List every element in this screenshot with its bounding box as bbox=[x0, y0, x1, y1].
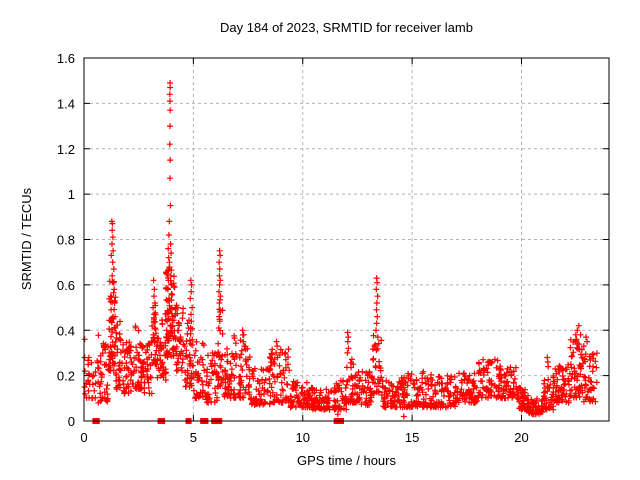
x-tick-label: 15 bbox=[405, 430, 419, 445]
x-tick-label: 0 bbox=[80, 430, 87, 445]
tick-marks bbox=[83, 57, 609, 422]
chart-title: Day 184 of 2023, SRMTID for receiver lam… bbox=[220, 20, 473, 35]
grid-lines bbox=[84, 58, 609, 421]
x-axis-label: GPS time / hours bbox=[297, 453, 396, 468]
y-tick-label: 0 bbox=[68, 414, 75, 429]
y-tick-label: 0.4 bbox=[57, 323, 75, 338]
y-tick-label: 0.6 bbox=[57, 278, 75, 293]
y-tick-label: 1.6 bbox=[57, 51, 75, 66]
y-tick-label: 1.2 bbox=[57, 142, 75, 157]
y-tick-label: 1 bbox=[68, 187, 75, 202]
y-axis-label: SRMTID / TECUs bbox=[19, 187, 34, 291]
x-tick-label: 10 bbox=[296, 430, 310, 445]
y-tick-label: 1.4 bbox=[57, 96, 75, 111]
y-tick-label: 0.8 bbox=[57, 233, 75, 248]
x-tick-label: 20 bbox=[514, 430, 528, 445]
y-tick-label: 0.2 bbox=[57, 369, 75, 384]
data-points bbox=[81, 80, 600, 420]
x-tick-label: 5 bbox=[190, 430, 197, 445]
